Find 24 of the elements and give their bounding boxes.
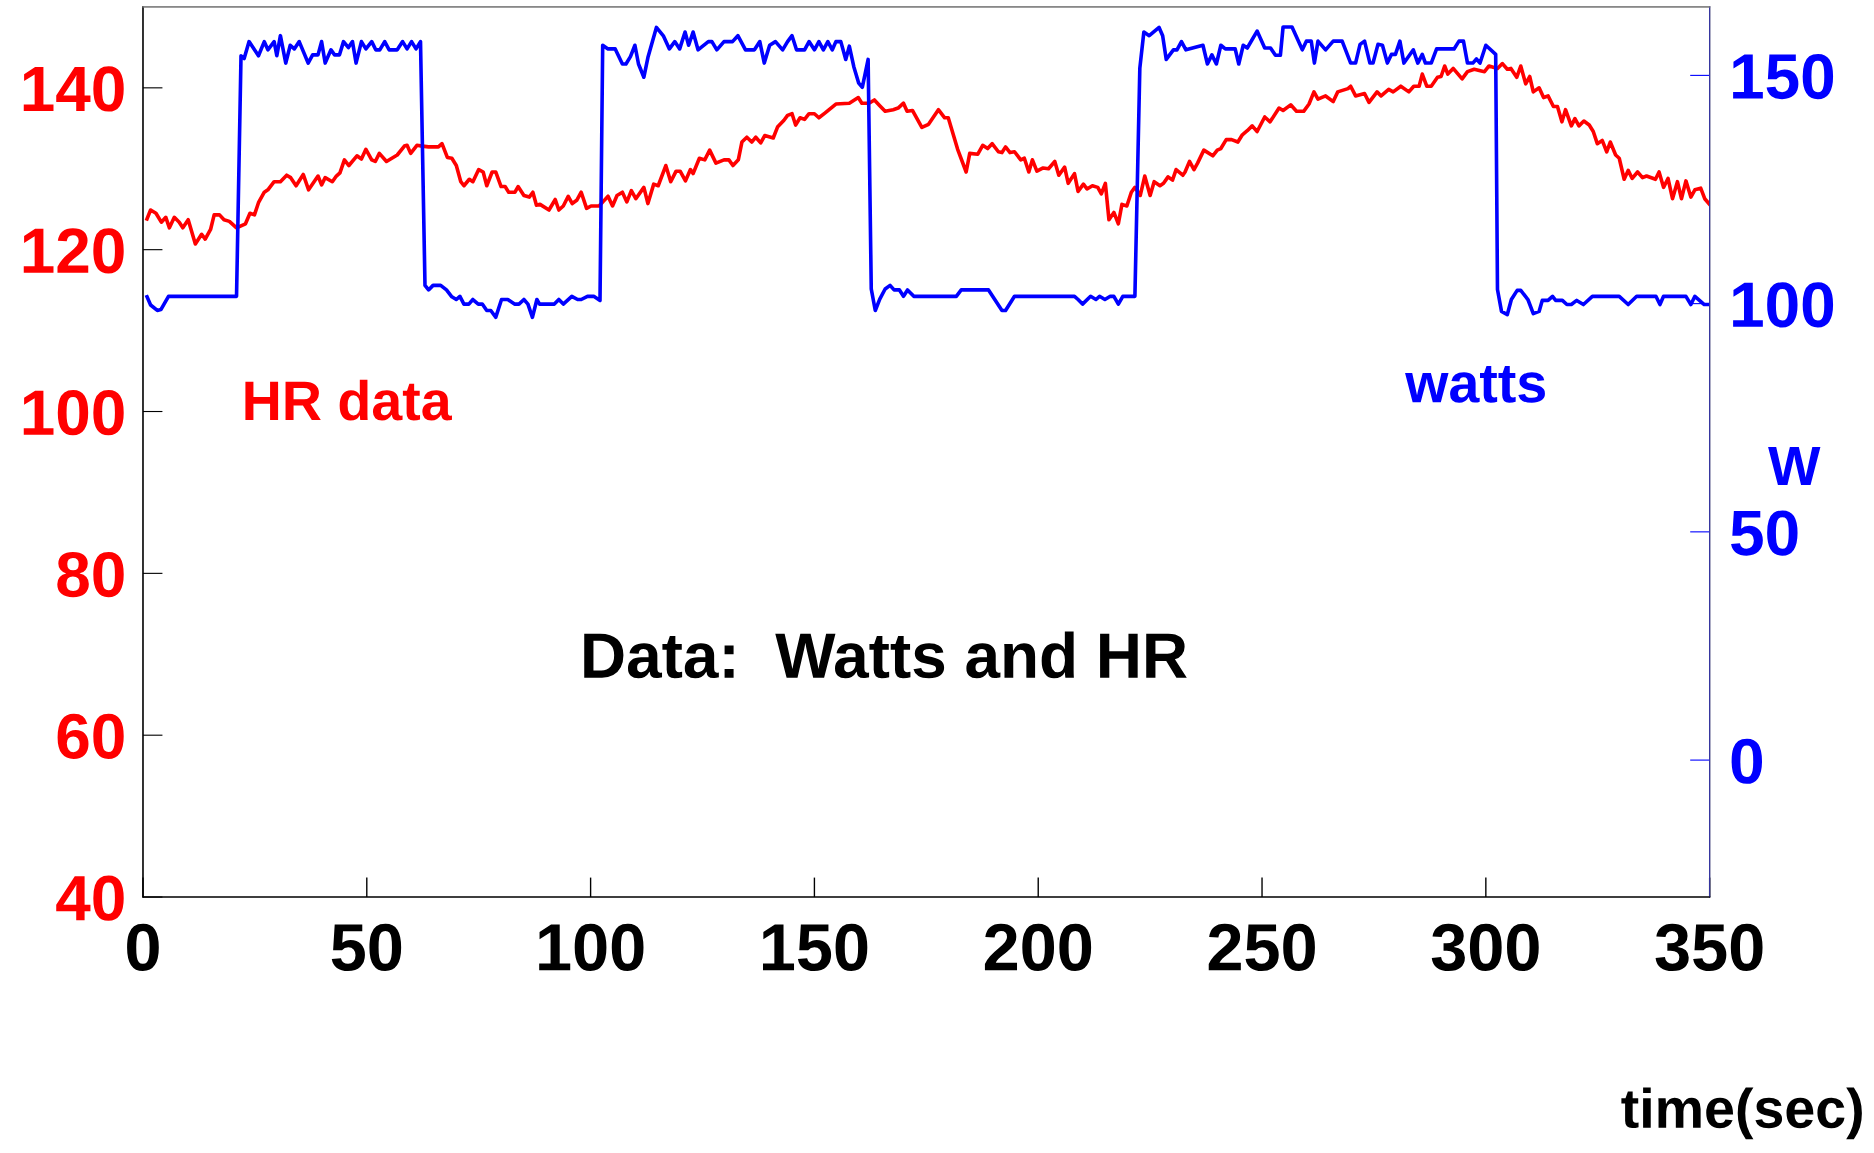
x-tick-label: 300	[1431, 923, 1539, 972]
y2-tick-label: 150	[1733, 53, 1834, 100]
y-tick-label: 80	[57, 551, 124, 598]
x-tick-label: 250	[1208, 923, 1315, 971]
y2-tick-label: 100	[1733, 282, 1834, 328]
series-label: watts	[1405, 366, 1545, 403]
x-tick-label: 200	[984, 923, 1092, 971]
y-tick-label: 120	[23, 228, 124, 274]
x-tick-label: 150	[763, 923, 868, 971]
x-tick-label: 350	[1655, 923, 1763, 972]
y-tick-label: 60	[57, 713, 124, 759]
x-tick-label: 0	[127, 923, 159, 971]
y-tick-label: 100	[23, 390, 124, 436]
y2-tick-label: 50	[1731, 510, 1798, 556]
y2-axis-title: W	[1768, 446, 1821, 486]
x-axis-title: time(sec)	[1621, 1087, 1862, 1140]
y-tick-label: 140	[23, 66, 124, 112]
y-tick-label: 40	[56, 875, 124, 921]
y2-tick-label: 0	[1731, 738, 1763, 784]
x-tick-label: 100	[539, 923, 644, 971]
text: HR data	[245, 379, 452, 421]
annotation: Data: Watts and HR	[584, 631, 1187, 679]
line-series	[145, 61, 1710, 246]
x-tick-label: 50	[331, 923, 402, 971]
